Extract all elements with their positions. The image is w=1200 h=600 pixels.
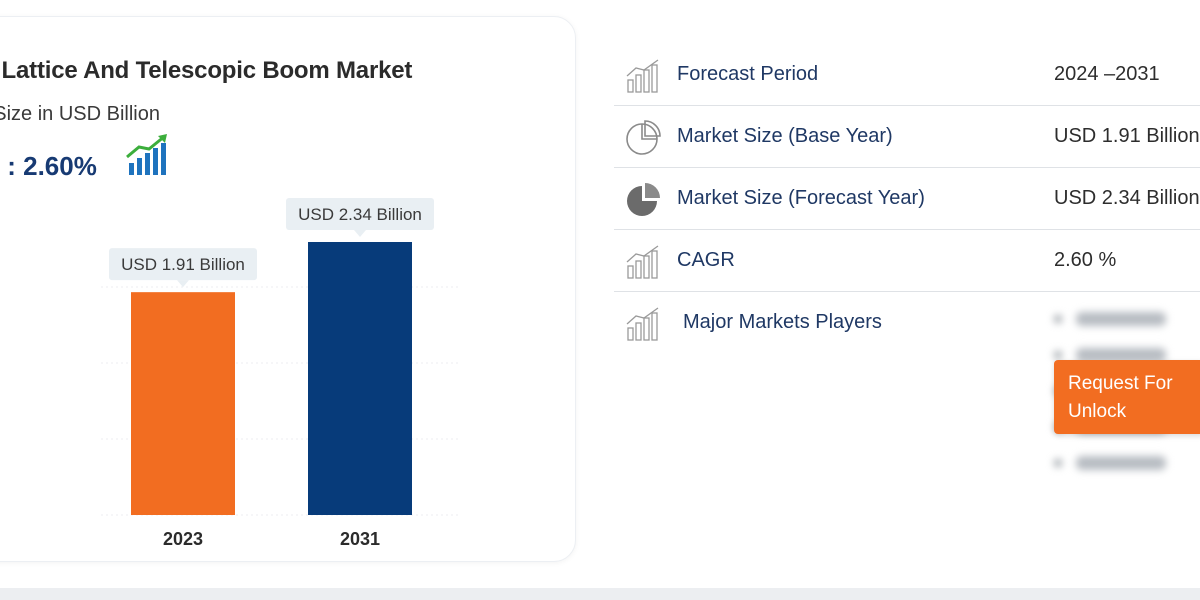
- cagr-text: GR : 2.60%: [0, 151, 97, 181]
- x-tick-label: 2023: [163, 529, 203, 549]
- growth-chart-icon: [126, 134, 167, 175]
- chart-card: bal Lattice And Telescopic Boom Market k…: [0, 16, 576, 562]
- info-row-value: 2024 –2031: [1054, 63, 1160, 85]
- info-row-label: Major Markets Players: [683, 311, 882, 333]
- info-row-value: 2.60 %: [1054, 249, 1117, 271]
- pie-filled-icon: [624, 182, 664, 218]
- data-label-box: [286, 198, 434, 230]
- data-label: USD 1.91 Billion: [121, 255, 245, 274]
- data-label-pointer: [354, 230, 366, 237]
- info-row: CAGR 2.60 %: [614, 230, 1200, 292]
- bar-chart-icon: [624, 244, 664, 280]
- info-row: Market Size (Forecast Year) USD 2.34 Bill…: [614, 168, 1200, 230]
- bar-chart-icon: [624, 306, 664, 342]
- bottom-strip: [0, 588, 1200, 600]
- bar-2031: [308, 242, 412, 515]
- bar-chart: USD 1.91 Billion 2023 USD 2.34 Billion 2031: [101, 198, 461, 549]
- blurred-player-item: [1050, 452, 1190, 474]
- info-row-value: USD 2.34 Billion: [1054, 187, 1200, 209]
- data-label: USD 2.34 Billion: [298, 205, 422, 224]
- data-label-pointer: [177, 280, 189, 288]
- pie-outline-icon: [624, 120, 664, 156]
- info-row: Major Markets Players Request For Unlock: [614, 292, 1200, 492]
- x-tick-label: 2031: [340, 529, 380, 549]
- data-label-box: [109, 248, 257, 281]
- info-row: Forecast Period 2024 –2031: [614, 44, 1200, 106]
- blurred-player-item: [1050, 344, 1190, 366]
- chart-subtitle: ket Size in USD Billion: [0, 103, 160, 125]
- info-row: Market Size (Base Year) USD 1.91 Billion: [614, 106, 1200, 168]
- bar-chart-icon: [624, 58, 664, 94]
- bar-2023: [131, 292, 235, 515]
- blurred-player-item: [1050, 308, 1190, 330]
- chart-title: bal Lattice And Telescopic Boom Market: [0, 57, 413, 84]
- info-row-label: Market Size (Forecast Year): [677, 187, 925, 209]
- market-info-table: Forecast Period 2024 –2031 Market Size (Ba…: [614, 44, 1200, 492]
- info-row-label: Market Size (Base Year): [677, 125, 893, 147]
- request-unlock-button[interactable]: Request For Unlock: [1054, 360, 1200, 434]
- info-row-value: USD 1.91 Billion: [1054, 125, 1200, 147]
- info-row-label: CAGR: [677, 249, 735, 271]
- info-row-label: Forecast Period: [677, 63, 819, 85]
